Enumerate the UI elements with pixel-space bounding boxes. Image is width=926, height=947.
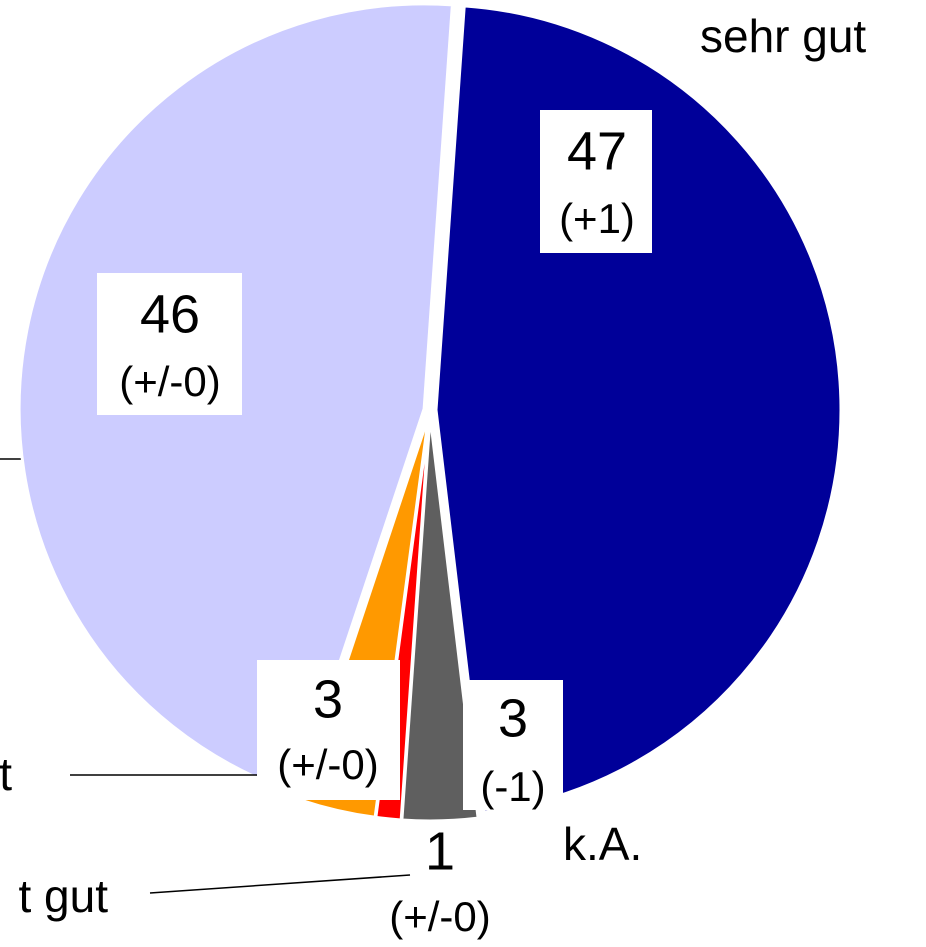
category-label: t <box>0 748 12 800</box>
label-box <box>540 110 652 253</box>
data-label: 47 <box>567 121 627 181</box>
change-label: (+/-0) <box>119 358 221 405</box>
pie-slice <box>434 4 843 814</box>
change-label: (+1) <box>559 195 635 242</box>
label-box <box>97 273 242 415</box>
data-label: 46 <box>140 284 200 344</box>
data-label: 1 <box>425 821 455 881</box>
label-box <box>257 660 400 800</box>
category-label: k.A. <box>563 818 642 870</box>
change-label: (+/-0) <box>277 741 379 788</box>
data-label: 3 <box>498 688 528 748</box>
data-label: 3 <box>313 669 343 729</box>
label-box <box>463 680 563 810</box>
category-label: t gut <box>18 870 108 922</box>
category-label: sehr gut <box>700 10 866 62</box>
change-label: (-1) <box>480 763 545 810</box>
change-label: (+/-0) <box>389 893 491 940</box>
leader-line <box>149 874 411 894</box>
